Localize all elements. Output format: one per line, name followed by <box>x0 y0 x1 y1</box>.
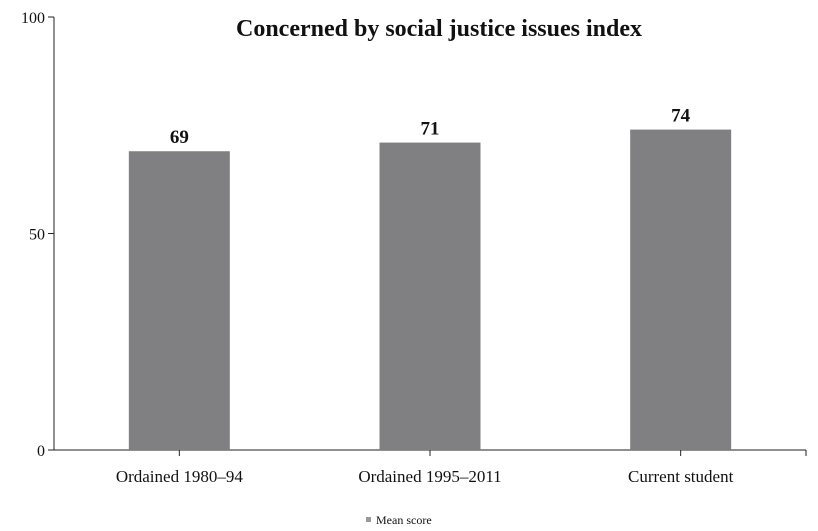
legend: Mean score <box>366 513 432 527</box>
axes: 0 50 100 Ordained 1980–94 Ordained 1995–2011… <box>21 10 807 486</box>
bar <box>379 142 481 450</box>
data-label: 74 <box>671 106 691 127</box>
legend-label: Mean score <box>376 513 432 527</box>
data-labels: 69 71 74 <box>170 106 691 149</box>
bar <box>128 151 230 451</box>
data-label: 71 <box>421 119 440 140</box>
legend-marker <box>366 517 371 522</box>
x-tick-label: Ordained 1995–2011 <box>358 467 501 486</box>
x-tick-label: Current student <box>628 467 734 486</box>
y-tick-label: 0 <box>37 443 45 460</box>
y-tick-label: 50 <box>29 227 45 244</box>
chart-title: Concerned by social justice issues index <box>236 16 642 42</box>
bar <box>630 129 732 450</box>
data-label: 69 <box>170 127 189 148</box>
bars <box>128 129 732 451</box>
y-tick-label: 100 <box>21 10 45 27</box>
x-tick-label: Ordained 1980–94 <box>116 467 244 486</box>
